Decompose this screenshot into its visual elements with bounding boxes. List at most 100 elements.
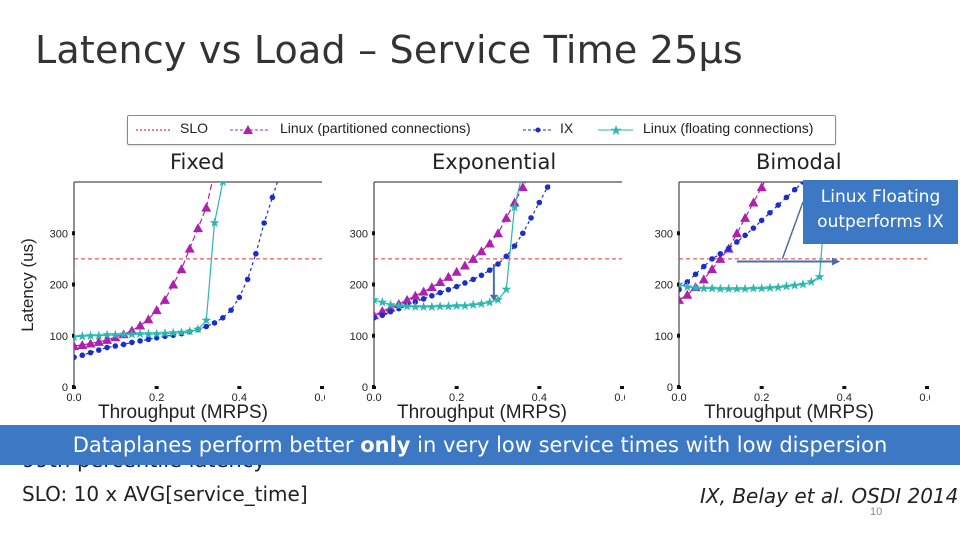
data-point-star: ★ <box>764 281 776 296</box>
x-tick-mark <box>72 386 76 389</box>
y-tick-mark <box>677 231 680 236</box>
data-point-circle <box>162 333 168 340</box>
x-tick-mark <box>677 386 681 389</box>
data-point-triangle <box>77 339 88 349</box>
data-point-star: ★ <box>401 300 413 315</box>
x-tick-label: 0.0 <box>671 392 686 402</box>
gap-arrowhead <box>489 294 498 301</box>
data-point-star: ★ <box>200 313 212 328</box>
x-axis-label-exponential: Throughput (MRPS) <box>397 402 568 423</box>
y-tick-label: 200 <box>50 280 68 292</box>
callout-pointer <box>781 201 804 260</box>
data-point-triangle <box>184 243 195 253</box>
data-point-star: ★ <box>500 283 512 298</box>
data-point-triangle <box>118 329 129 339</box>
data-point-triangle <box>410 290 421 300</box>
data-point-star: ★ <box>85 329 97 344</box>
data-point-circle <box>503 253 510 260</box>
series-line-star <box>74 182 224 338</box>
data-point-triangle <box>74 341 79 350</box>
series-line-star <box>374 182 522 308</box>
data-point-triangle <box>509 197 520 207</box>
gap-arrowhead-right <box>831 257 841 266</box>
data-point-circle <box>137 338 143 344</box>
citation: IX, Belay et al. OSDI 2014 <box>700 484 959 508</box>
data-point-star: ★ <box>159 327 171 342</box>
data-point-circle <box>153 335 160 341</box>
data-point-circle <box>374 315 377 321</box>
y-tick-label: 300 <box>350 228 368 240</box>
data-point-triangle <box>715 253 726 263</box>
data-point-star: ★ <box>217 180 229 190</box>
y-axis-label: Latency (us) <box>18 238 37 332</box>
x-tick-label: 0.4 <box>232 392 247 402</box>
data-point-triangle <box>707 264 718 274</box>
data-point-triangle <box>682 289 693 299</box>
legend-star-marker: ★ <box>610 122 623 138</box>
data-point-star: ★ <box>748 282 760 297</box>
data-point-triangle <box>143 314 154 324</box>
data-point-star: ★ <box>789 279 801 294</box>
data-point-circle <box>379 312 386 319</box>
data-point-circle <box>104 344 110 351</box>
series-line-triangle <box>74 182 213 347</box>
data-point-star: ★ <box>68 330 80 345</box>
data-point-star: ★ <box>509 201 521 216</box>
data-point-triangle <box>451 266 462 276</box>
data-point-circle <box>495 261 501 267</box>
data-point-triangle <box>110 332 121 342</box>
x-tick-label: 0.2 <box>449 392 464 402</box>
x-tick-mark <box>372 386 376 389</box>
data-point-star: ★ <box>451 299 463 314</box>
data-point-circle <box>412 299 419 305</box>
x-tick-label: 0.6 <box>919 392 930 402</box>
chart-bimodal: 01002003000.00.20.40.6★★★★★★★★★★★★★★★★★★… <box>655 181 930 402</box>
data-point-circle <box>717 250 724 257</box>
data-point-triangle <box>176 264 187 274</box>
y-tick-label: 0 <box>667 382 673 394</box>
legend-circle-marker <box>535 127 541 133</box>
data-point-star: ★ <box>176 326 188 341</box>
panel-title-exponential: Exponential <box>432 150 557 174</box>
data-point-triangle <box>435 276 446 286</box>
x-tick-label: 0.0 <box>66 392 81 402</box>
legend-ix-label: IX <box>560 120 574 136</box>
data-point-circle <box>783 194 790 201</box>
data-point-star: ★ <box>443 300 455 315</box>
data-point-triangle <box>501 212 512 222</box>
banner-bold: only <box>360 433 411 457</box>
y-tick-mark <box>372 231 375 236</box>
data-point-circle <box>701 263 707 270</box>
data-point-circle <box>725 245 732 252</box>
x-tick-mark <box>237 386 242 389</box>
data-point-triangle <box>135 320 146 330</box>
data-point-circle <box>511 243 518 249</box>
data-point-star: ★ <box>814 270 826 285</box>
data-point-star: ★ <box>184 325 196 340</box>
x-tick-mark <box>154 386 159 389</box>
series-line-circle <box>679 182 805 291</box>
data-point-circle <box>478 272 485 279</box>
data-point-circle <box>120 341 127 348</box>
chart-fixed: 01002003000.00.20.40.6★★★★★★★★★★★★★★★★★★… <box>50 180 325 402</box>
x-tick-label: 0.6 <box>314 392 325 402</box>
data-point-star: ★ <box>385 298 397 313</box>
data-point-triangle <box>418 286 429 296</box>
data-point-circle <box>74 354 77 361</box>
data-point-circle <box>742 232 748 239</box>
legend-partitioned-label: Linux (partitioned connections) <box>280 120 471 136</box>
data-point-circle <box>145 336 152 343</box>
data-point-star: ★ <box>134 327 146 342</box>
data-point-star: ★ <box>739 282 751 297</box>
y-tick-mark <box>372 333 375 338</box>
data-point-circle <box>236 294 243 301</box>
data-point-circle <box>253 250 259 257</box>
y-tick-label: 300 <box>50 228 68 240</box>
data-point-circle <box>269 194 276 201</box>
y-tick-label: 0 <box>362 382 368 394</box>
data-point-star: ★ <box>698 282 710 297</box>
data-point-triangle <box>756 182 767 192</box>
data-point-circle <box>387 308 394 315</box>
data-point-triangle <box>731 228 742 238</box>
data-point-circle <box>486 267 493 273</box>
